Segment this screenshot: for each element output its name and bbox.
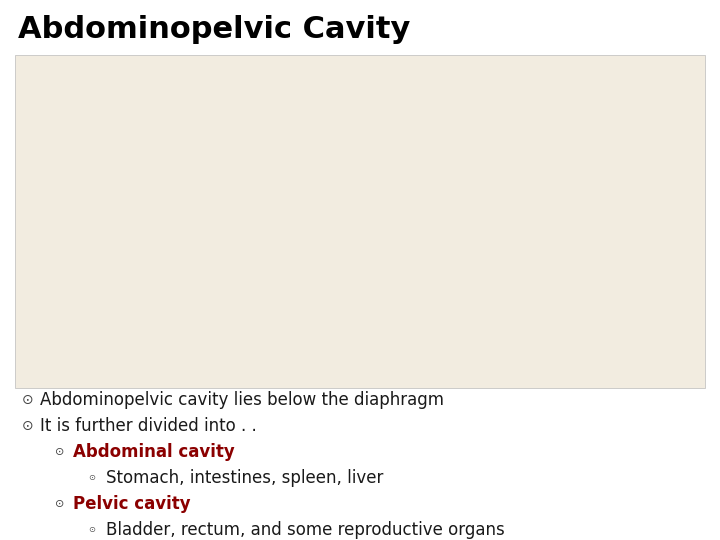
Text: Stomach, intestines, spleen, liver: Stomach, intestines, spleen, liver (106, 469, 383, 487)
Text: Abdominopelvic Cavity: Abdominopelvic Cavity (18, 15, 410, 44)
Text: It is further divided into . .: It is further divided into . . (40, 417, 257, 435)
Text: Bladder, rectum, and some reproductive organs: Bladder, rectum, and some reproductive o… (106, 521, 505, 539)
Text: ⊙: ⊙ (55, 447, 64, 457)
Text: ⊙: ⊙ (22, 419, 34, 433)
Text: Pelvic cavity: Pelvic cavity (73, 495, 191, 513)
Text: ⊙: ⊙ (22, 393, 34, 407)
Text: ⊙: ⊙ (55, 499, 64, 509)
Text: ⊙: ⊙ (88, 474, 95, 483)
Text: Abdominal cavity: Abdominal cavity (73, 443, 235, 461)
Text: ⊙: ⊙ (88, 525, 95, 535)
Text: Abdominopelvic cavity lies below the diaphragm: Abdominopelvic cavity lies below the dia… (40, 391, 444, 409)
Bar (15, 55, 705, 388)
